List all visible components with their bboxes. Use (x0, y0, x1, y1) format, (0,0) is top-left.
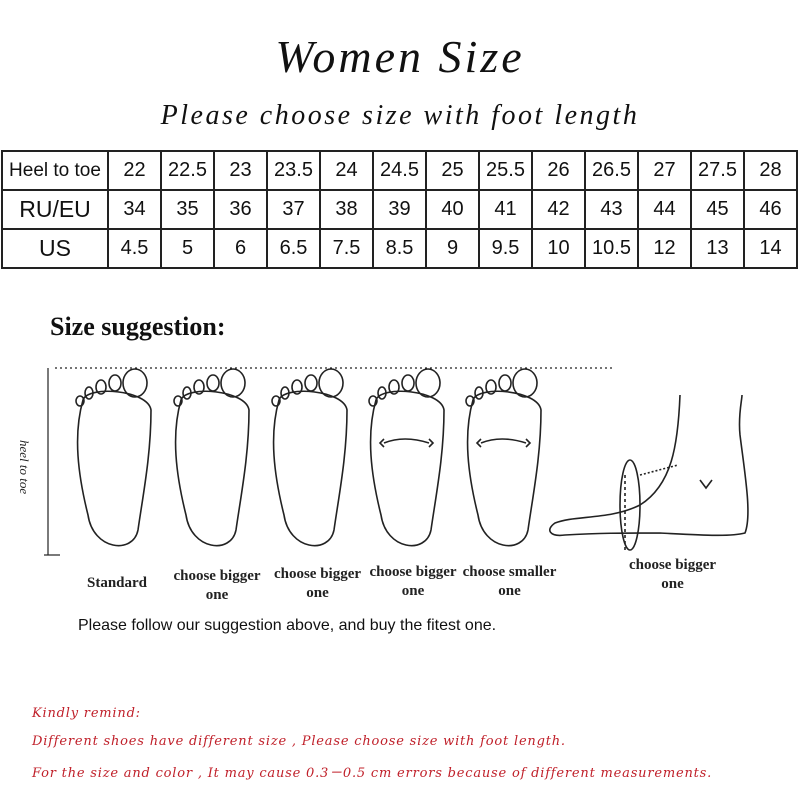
table-cell: 6.5 (266, 228, 321, 269)
label-smaller: choose smaller one (462, 564, 557, 599)
foot-outline-icon (368, 368, 445, 547)
row-header: Heel to toe (1, 150, 109, 191)
foot-outline-icon (271, 368, 348, 547)
table-cell: 24.5 (372, 150, 427, 191)
remind-line-2: For the size and color , It may cause 0.… (32, 766, 713, 781)
suggestion-note: Please follow our suggestion above, and … (78, 617, 497, 634)
table-cell: 5 (160, 228, 215, 269)
foot-outline-icon (465, 368, 542, 547)
foot-outline-icon (75, 368, 152, 547)
table-cell: 22.5 (160, 150, 215, 191)
row-header: US (1, 228, 109, 269)
table-cell: 6 (213, 228, 268, 269)
table-cell: 8.5 (372, 228, 427, 269)
size-table: Heel to toe 22 22.5 23 23.5 24 24.5 25 25.5 26 26.… (1, 150, 798, 269)
table-cell: 10.5 (584, 228, 639, 269)
table-cell: 40 (425, 189, 480, 230)
table-cell: 24 (319, 150, 374, 191)
size-suggestion-heading: Size suggestion: (50, 312, 226, 341)
label-bigger-2: choose bigger one (273, 566, 362, 601)
table-cell: 12 (637, 228, 692, 269)
table-cell: 26 (531, 150, 586, 191)
table-cell: 45 (690, 189, 745, 230)
table-cell: 26.5 (584, 150, 639, 191)
foot-illustration (44, 367, 749, 556)
table-cell: 7.5 (319, 228, 374, 269)
table-row: RU/EU 34 35 36 37 38 39 40 41 42 43 44 45 46 (1, 189, 798, 230)
page-title: Women Size (275, 31, 525, 82)
table-cell: 23 (213, 150, 268, 191)
side-foot-icon (549, 394, 749, 551)
table-cell: 13 (690, 228, 745, 269)
table-cell: 43 (584, 189, 639, 230)
table-cell: 23.5 (266, 150, 321, 191)
table-cell: 44 (637, 189, 692, 230)
table-cell: 27 (637, 150, 692, 191)
remind-heading: Kindly remind: (32, 706, 141, 721)
label-bigger-side: choose bigger one (628, 557, 717, 592)
table-cell: 37 (266, 189, 321, 230)
table-cell: 36 (213, 189, 268, 230)
table-cell: 39 (372, 189, 427, 230)
foot-outline-icon (173, 368, 250, 547)
table-cell: 14 (743, 228, 798, 269)
table-cell: 34 (107, 189, 162, 230)
heel-to-toe-label: heel to toe (17, 440, 32, 495)
table-cell: 25.5 (478, 150, 533, 191)
table-cell: 9.5 (478, 228, 533, 269)
table-cell: 42 (531, 189, 586, 230)
table-cell: 10 (531, 228, 586, 269)
page-subtitle: Please choose size with foot length (160, 100, 640, 131)
table-cell: 28 (743, 150, 798, 191)
label-bigger-1: choose bigger one (173, 568, 261, 603)
table-row: US 4.5 5 6 6.5 7.5 8.5 9 9.5 10 10.5 12 13 14 (1, 228, 798, 269)
table-cell: 22 (107, 150, 162, 191)
table-cell: 46 (743, 189, 798, 230)
table-cell: 41 (478, 189, 533, 230)
label-standard: Standard (86, 575, 148, 591)
label-bigger-3: choose bigger one (369, 564, 457, 599)
table-cell: 27.5 (690, 150, 745, 191)
table-cell: 25 (425, 150, 480, 191)
row-header: RU/EU (1, 189, 109, 230)
table-row: Heel to toe 22 22.5 23 23.5 24 24.5 25 25.5 26 26.… (1, 150, 798, 191)
table-cell: 4.5 (107, 228, 162, 269)
table-cell: 35 (160, 189, 215, 230)
remind-line-1: Different shoes have different size , Pl… (32, 734, 566, 749)
table-cell: 9 (425, 228, 480, 269)
table-cell: 38 (319, 189, 374, 230)
